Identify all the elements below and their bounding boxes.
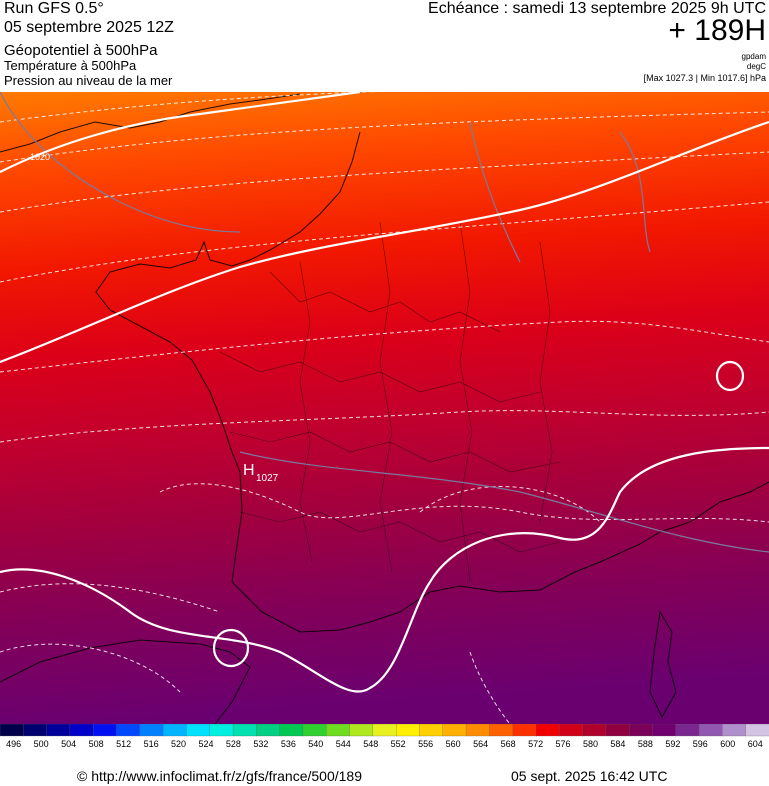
- colorbar-tick-label: 552: [391, 739, 406, 748]
- colorbar-cell: [279, 724, 304, 737]
- colorbar-tick-label: 564: [473, 739, 488, 748]
- colorbar-ticks: 496 500 504 508 512 516 520 524 528 532 536 540 544 5…: [6, 739, 763, 748]
- coast-spain: [0, 639, 251, 724]
- isobar-label: 1020: [30, 152, 50, 162]
- colorbar-tick-label: 524: [198, 739, 213, 748]
- colorbar-cell: [535, 724, 560, 737]
- isoline-south: [0, 446, 769, 693]
- colorbar-tick-label: 572: [528, 739, 543, 748]
- colorbar-tick-label: 536: [281, 739, 296, 748]
- colorbar-tick-label: 580: [583, 739, 598, 748]
- source-url[interactable]: © http://www.infoclimat.fr/z/gfs/france/…: [77, 768, 362, 784]
- colorbar-cell: [139, 724, 164, 737]
- colorbar-tick-label: 512: [116, 739, 131, 748]
- closed-isoline-south: [212, 628, 250, 668]
- colorbar-cell: [186, 724, 211, 737]
- run-title: Run GFS 0.5°: [4, 0, 104, 17]
- colorbar-cell: [419, 724, 444, 737]
- colorbar-tick-label: 588: [638, 739, 653, 748]
- geopotential-field: [0, 92, 769, 724]
- colorbar-tick-label: 560: [446, 739, 461, 748]
- colorbar-cell: [442, 724, 467, 737]
- colorbar-tick-label: 496: [6, 739, 21, 748]
- coast-mediterranean: [231, 543, 641, 633]
- colorbar-cell: [46, 724, 71, 737]
- colorbar-cell: [23, 724, 48, 737]
- forecast-hours: + 189H: [668, 14, 766, 47]
- map-labels: H 1027 1020: [30, 152, 279, 484]
- high-pressure-marker: H: [243, 462, 255, 479]
- colorbar-cell: [675, 724, 700, 737]
- colorbar-cell: [652, 724, 677, 737]
- colorbar-cell: [372, 724, 397, 737]
- unit-gpdam: gpdam: [741, 52, 766, 61]
- high-pressure-value: 1027: [256, 473, 279, 484]
- run-date: 05 septembre 2025 12Z: [4, 19, 174, 36]
- colorbar-tick-label: 544: [336, 739, 351, 748]
- colorbar-cell: [349, 724, 374, 737]
- colorbar-cell: [629, 724, 654, 737]
- colorbar-cell: [0, 724, 24, 737]
- colorbar-cell: [395, 724, 421, 737]
- colorbar-cell: [605, 724, 630, 737]
- colorbar-cell: [232, 724, 257, 737]
- field-temperature: Température à 500hPa: [4, 58, 137, 73]
- colorbar-tick-label: 548: [363, 739, 378, 748]
- colorbar-cell: [209, 724, 234, 737]
- colorbar-tick-label: 528: [226, 739, 241, 748]
- coast-england: [0, 93, 301, 153]
- header: Run GFS 0.5° 05 septembre 2025 12Z Géopo…: [0, 0, 769, 92]
- colorbar-tick-label: 520: [171, 739, 186, 748]
- pressure-minmax: [Max 1027.3 | Min 1017.6] hPa: [643, 73, 766, 83]
- coast-corsica: [649, 610, 677, 719]
- colorbar-cell: [69, 724, 94, 737]
- field-geopotential: Géopotentiel à 500hPa: [4, 42, 158, 59]
- colorbar-cell: [93, 724, 118, 737]
- coastlines: [0, 93, 769, 724]
- weather-map: H 1027 1020: [0, 92, 769, 724]
- colorbar-tick-label: 516: [144, 739, 159, 748]
- colorbar-tick-label: 500: [34, 739, 49, 748]
- colorbar-cell: [116, 724, 141, 737]
- coast-france-north: [95, 131, 361, 583]
- isoline-middle: [0, 120, 769, 364]
- coast-italy: [639, 481, 769, 545]
- colorbar-tick-label: 604: [748, 739, 763, 748]
- unit-degc: degC: [746, 62, 766, 71]
- colorbar-tick-label: 576: [555, 739, 570, 748]
- colorbar-tick-label: 508: [89, 739, 104, 748]
- forecast-time: Echéance : samedi 13 septembre 2025 9h U…: [428, 0, 766, 17]
- colorbar-cell: [745, 724, 769, 737]
- colorbar-cell: [698, 724, 724, 737]
- colorbar: 496 500 504 508 512 516 520 524 528 532 536 540 544 5…: [0, 724, 769, 748]
- colorbar-tick-label: 556: [418, 739, 433, 748]
- colorbar-cell: [162, 724, 188, 737]
- colorbar-tick-label: 584: [610, 739, 625, 748]
- colorbar-cell: [489, 724, 514, 737]
- colorbar-tick-label: 600: [720, 739, 735, 748]
- colorbar-tick-label: 532: [253, 739, 268, 748]
- closed-isoline-east: [715, 360, 745, 392]
- colorbar-tick-label: 540: [308, 739, 323, 748]
- colorbar-cells: [0, 724, 769, 737]
- colorbar-cell: [582, 724, 607, 737]
- colorbar-cell: [256, 724, 281, 737]
- isobars: [0, 92, 769, 553]
- colorbar-cell: [512, 724, 537, 737]
- geopotential-isolines: [0, 92, 769, 693]
- colorbar-cell: [559, 724, 584, 737]
- colorbar-cell: [465, 724, 491, 737]
- colorbar-cell: [722, 724, 747, 737]
- field-pressure: Pression au niveau de la mer: [4, 73, 173, 88]
- temperature-isotherms: [0, 92, 769, 724]
- generation-timestamp: 05 sept. 2025 16:42 UTC: [511, 768, 668, 784]
- isoline-north: [0, 92, 361, 173]
- colorbar-tick-label: 568: [501, 739, 516, 748]
- colorbar-cell: [302, 724, 327, 737]
- colorbar-cell: [326, 724, 351, 737]
- colorbar-tick-label: 596: [693, 739, 708, 748]
- admin-borders: [219, 221, 561, 583]
- colorbar-tick-label: 504: [61, 739, 76, 748]
- colorbar-tick-label: 592: [665, 739, 680, 748]
